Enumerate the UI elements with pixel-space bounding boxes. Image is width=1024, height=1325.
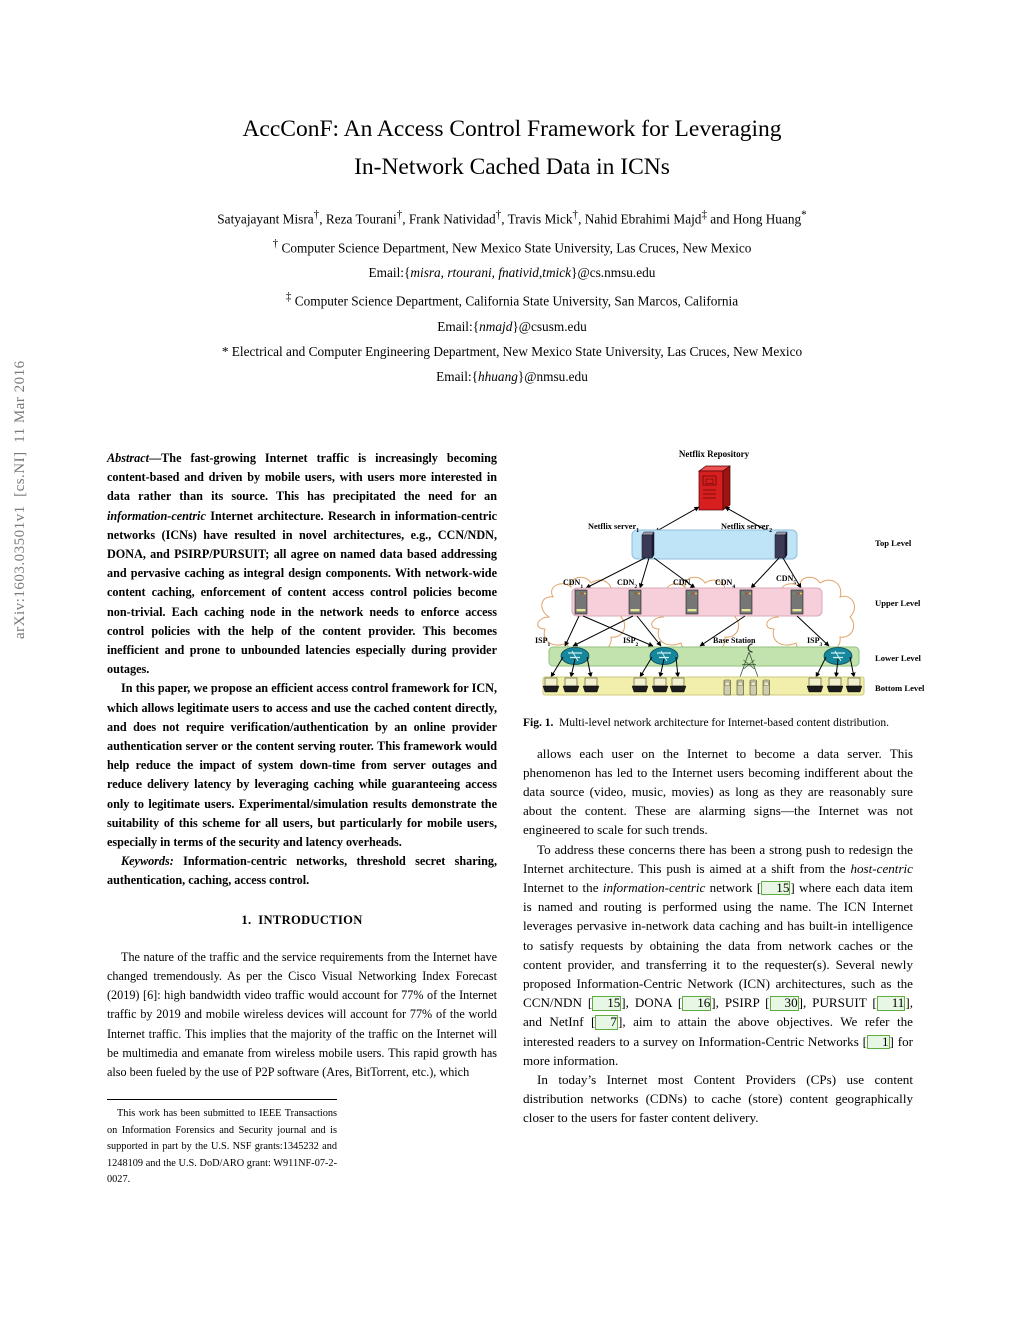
svg-text:ISP2: ISP2 <box>623 636 638 648</box>
svg-text:Netflix Repository: Netflix Repository <box>679 449 750 459</box>
svg-text:Upper Level: Upper Level <box>875 598 921 608</box>
svg-text:Base Station: Base Station <box>713 636 756 645</box>
svg-text:Lower Level: Lower Level <box>875 653 922 663</box>
svg-text:Netflix server1: Netflix server1 <box>588 522 639 534</box>
svg-text:Bottom Level: Bottom Level <box>875 683 925 693</box>
svg-text:Top Level: Top Level <box>875 538 912 548</box>
svg-text:ISP1: ISP1 <box>535 636 550 648</box>
svg-text:CDN1: CDN1 <box>563 578 583 590</box>
